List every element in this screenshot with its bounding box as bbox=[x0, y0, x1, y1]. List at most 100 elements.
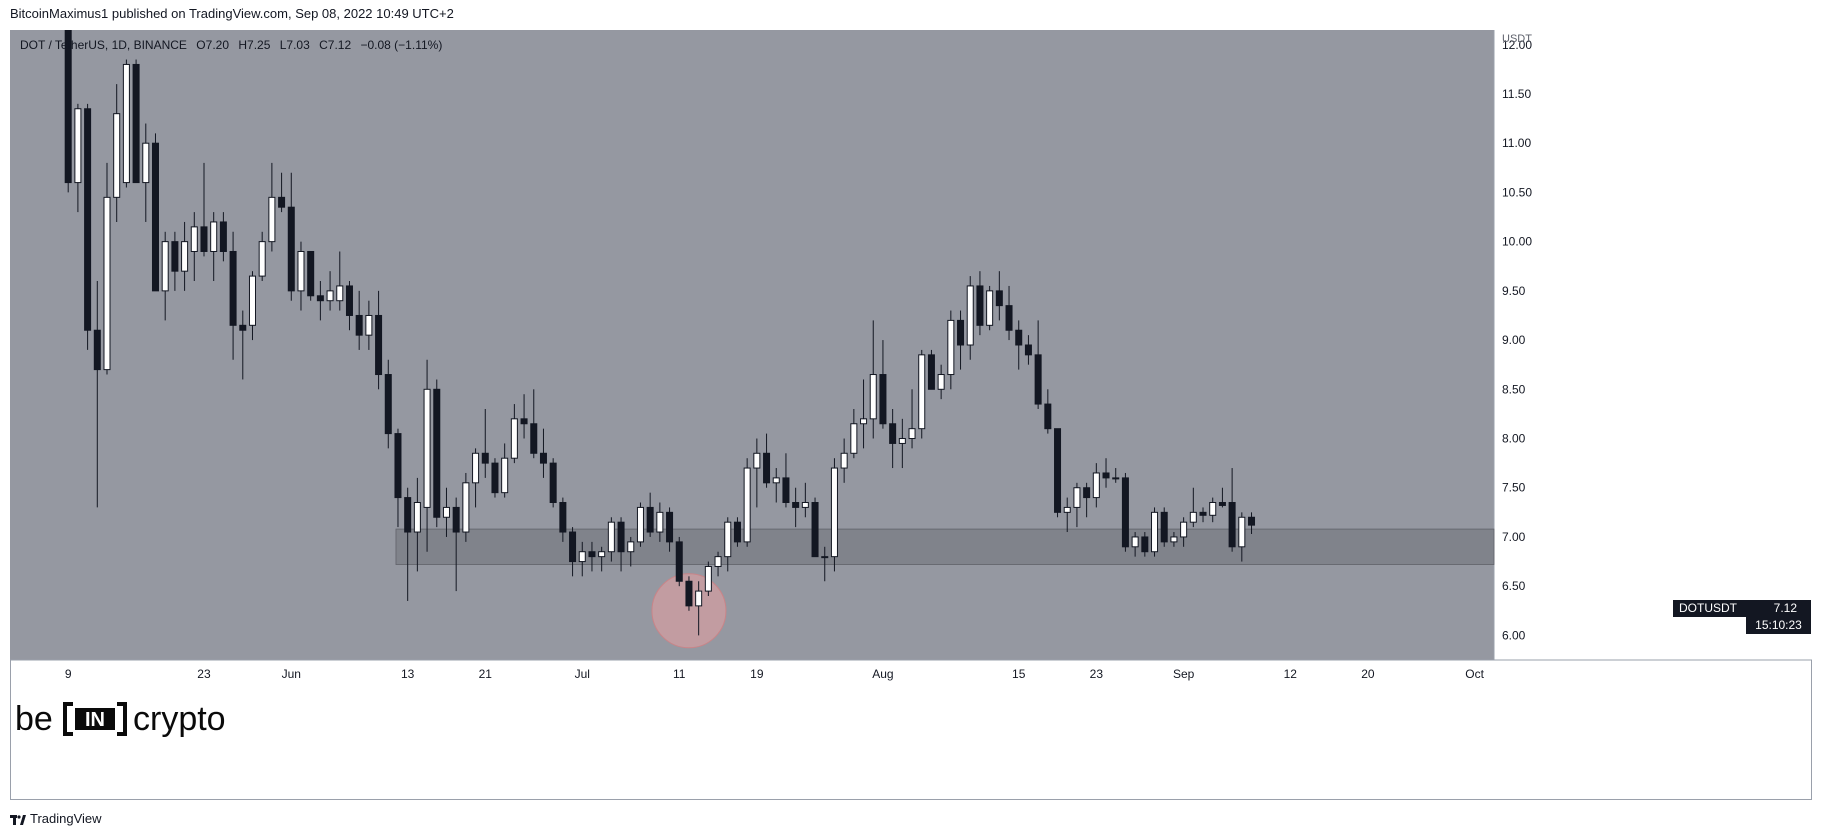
candle bbox=[326, 271, 334, 311]
x-tick-label: Oct bbox=[1465, 667, 1484, 681]
candle bbox=[1160, 507, 1168, 547]
tradingview-footer[interactable]: TradingView bbox=[10, 808, 102, 830]
candle-body bbox=[122, 63, 130, 184]
candle bbox=[666, 507, 674, 552]
candle-body bbox=[1160, 511, 1168, 543]
candle bbox=[1083, 482, 1091, 518]
candle-body bbox=[569, 531, 577, 563]
y-tick-label: 6.00 bbox=[1502, 628, 1526, 642]
candle-body bbox=[869, 374, 877, 420]
candle bbox=[307, 250, 315, 301]
y-tick-label: 8.00 bbox=[1502, 432, 1526, 446]
candle bbox=[423, 359, 431, 552]
candle bbox=[452, 497, 460, 592]
candle bbox=[520, 394, 528, 439]
candle bbox=[840, 438, 848, 483]
y-tick-label: 9.00 bbox=[1502, 333, 1526, 347]
candle bbox=[404, 487, 412, 601]
candle-body bbox=[530, 423, 538, 454]
candle-body bbox=[656, 511, 664, 533]
candle-body bbox=[1131, 536, 1139, 548]
candle-body bbox=[336, 285, 344, 302]
candle-body bbox=[452, 506, 460, 533]
candle bbox=[1092, 463, 1100, 508]
candle bbox=[889, 408, 897, 469]
x-tick-label: 23 bbox=[197, 667, 211, 681]
candle-body bbox=[413, 502, 421, 533]
candle bbox=[1141, 532, 1149, 557]
tradingview-logo-icon bbox=[10, 814, 26, 825]
publisher-text: BitcoinMaximus1 published on TradingView… bbox=[10, 6, 454, 21]
candle-body bbox=[1121, 477, 1129, 548]
x-tick-label: 13 bbox=[401, 667, 415, 681]
candle-body bbox=[811, 502, 819, 558]
candle-body bbox=[830, 467, 838, 558]
y-tick-label: 9.50 bbox=[1502, 284, 1526, 298]
y-tick-label: 7.50 bbox=[1502, 481, 1526, 495]
candle-body bbox=[491, 462, 499, 494]
candle-body bbox=[588, 551, 596, 558]
candle-body bbox=[142, 142, 150, 184]
support-zone bbox=[395, 528, 1495, 565]
candle-body bbox=[1180, 521, 1188, 538]
candle bbox=[1180, 517, 1188, 547]
candle bbox=[375, 290, 383, 390]
candle bbox=[733, 517, 741, 547]
candle-body bbox=[74, 108, 82, 184]
candle-body bbox=[442, 506, 450, 518]
close-value: 7.12 bbox=[327, 38, 352, 52]
candle-body bbox=[161, 241, 169, 292]
candle bbox=[569, 527, 577, 577]
candle-body bbox=[433, 388, 441, 518]
candle bbox=[84, 103, 92, 350]
candle-body bbox=[763, 452, 771, 484]
candle bbox=[695, 581, 703, 636]
candle bbox=[142, 123, 150, 222]
candle bbox=[1248, 512, 1256, 534]
candle bbox=[753, 438, 761, 508]
y-tick-label: 10.00 bbox=[1502, 235, 1532, 249]
candle-body bbox=[394, 433, 402, 499]
candle bbox=[675, 536, 683, 587]
candle-body bbox=[1024, 344, 1032, 356]
candle-body bbox=[1189, 511, 1197, 523]
candle-body bbox=[1063, 506, 1071, 513]
candle-body bbox=[190, 226, 198, 252]
candle bbox=[384, 359, 392, 449]
candle bbox=[210, 212, 218, 282]
candle bbox=[598, 546, 606, 572]
candlestick-chart[interactable]: 12.00 11.50 11.00 10.50 10.00 9.50 9.00 8.50 8.0… bbox=[10, 30, 1812, 800]
x-tick-label: 9 bbox=[65, 667, 72, 681]
candle-body bbox=[181, 241, 189, 272]
candle-body bbox=[724, 521, 732, 558]
candle-body bbox=[1092, 472, 1100, 499]
candle-body bbox=[782, 477, 790, 503]
candle bbox=[268, 162, 276, 252]
candle bbox=[850, 408, 858, 459]
candle bbox=[161, 231, 169, 321]
candle-body bbox=[132, 63, 140, 184]
candle-body bbox=[520, 418, 528, 425]
candle bbox=[927, 349, 935, 390]
candle-body bbox=[636, 506, 644, 543]
candle-body bbox=[966, 285, 974, 346]
open-value: 7.20 bbox=[205, 38, 229, 52]
close-key: C bbox=[319, 38, 328, 52]
candle-body bbox=[481, 452, 489, 464]
candle bbox=[1063, 497, 1071, 533]
candle bbox=[1189, 487, 1197, 528]
y-tick-label: 12.00 bbox=[1502, 38, 1532, 52]
candle-body bbox=[801, 502, 809, 508]
candle-body bbox=[714, 556, 722, 567]
candle-body bbox=[1228, 502, 1236, 548]
candle bbox=[743, 458, 751, 547]
candle bbox=[510, 404, 518, 464]
candle bbox=[636, 502, 644, 547]
y-tick-label: 11.50 bbox=[1502, 87, 1531, 101]
candle bbox=[811, 497, 819, 558]
candle bbox=[1121, 472, 1129, 552]
candle bbox=[772, 468, 780, 503]
candle bbox=[248, 271, 256, 341]
candle-body bbox=[559, 502, 567, 533]
candle bbox=[1044, 389, 1052, 434]
